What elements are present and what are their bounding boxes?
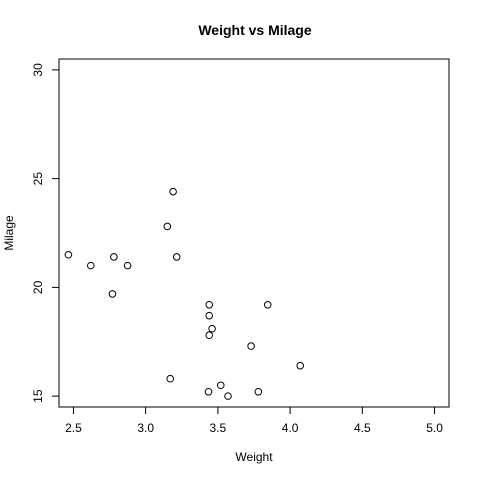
data-point <box>247 342 255 350</box>
chart-title: Weight vs Milage <box>198 22 312 38</box>
y-tick-label: 15 <box>31 389 45 403</box>
y-axis: 15 20 25 30 <box>31 63 60 403</box>
x-axis-label: Weight <box>235 450 273 464</box>
data-point <box>172 253 181 261</box>
data-point <box>263 300 272 309</box>
data-point <box>163 222 172 231</box>
x-axis: 2.5 3.0 3.5 4.0 4.5 5.0 <box>65 406 443 435</box>
data-point <box>296 361 305 370</box>
x-tick-label: 2.5 <box>65 421 82 435</box>
data-point <box>216 381 225 390</box>
x-tick-label: 4.0 <box>282 421 299 435</box>
data-point <box>86 261 95 270</box>
x-tick-label: 5.0 <box>426 421 443 435</box>
data-point <box>64 250 73 259</box>
y-tick-label: 30 <box>31 63 45 77</box>
x-tick-label: 3.0 <box>137 421 154 435</box>
data-point <box>110 253 118 261</box>
plot-area-frame <box>58 58 450 408</box>
data-points <box>64 187 305 415</box>
x-tick-label: 3.5 <box>210 421 227 435</box>
data-point <box>108 290 117 298</box>
y-axis-label: Milage <box>2 215 16 251</box>
data-point <box>166 374 175 383</box>
y-tick-label: 25 <box>31 172 45 186</box>
data-point <box>123 261 132 270</box>
data-point <box>225 408 232 415</box>
data-point <box>208 324 216 333</box>
data-point <box>205 300 214 309</box>
x-tick-label: 4.5 <box>354 421 371 435</box>
data-point <box>169 187 177 196</box>
data-point <box>205 331 214 340</box>
y-tick-label: 20 <box>31 280 45 294</box>
data-point <box>224 392 232 400</box>
data-point <box>205 311 214 320</box>
data-point <box>204 387 213 396</box>
data-point <box>254 387 263 396</box>
